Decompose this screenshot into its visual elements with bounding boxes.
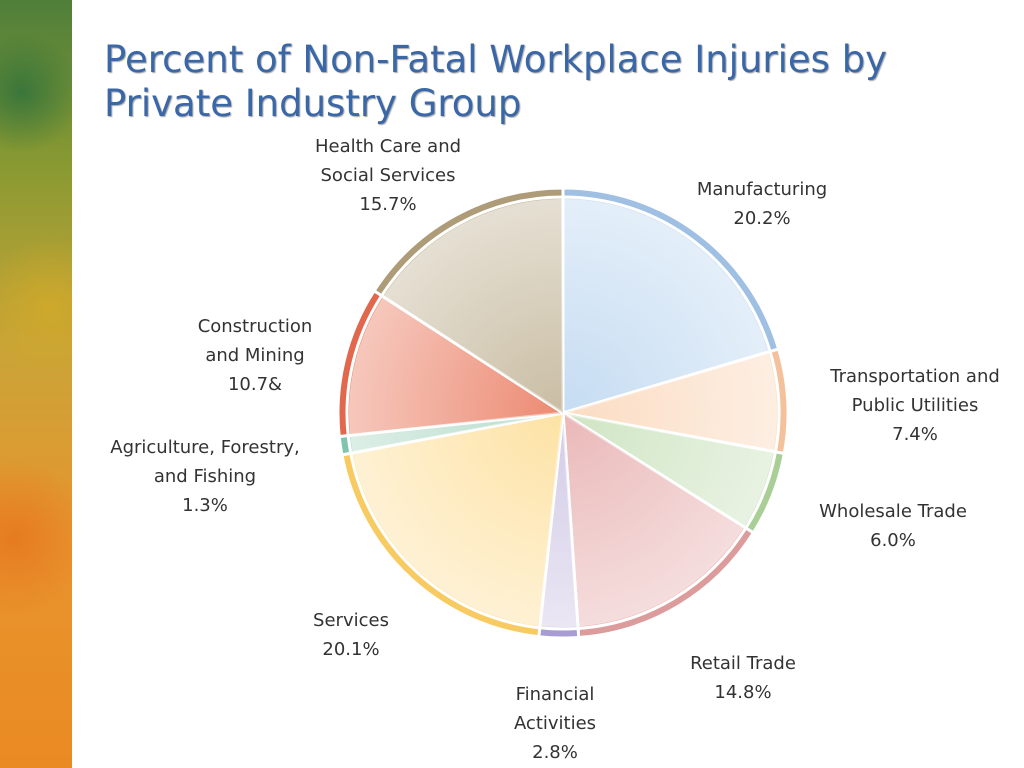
pie-slices — [336, 186, 790, 640]
slice-name-construction-and-mining: Construction — [198, 316, 313, 337]
slice-name-retail-trade: Retail Trade — [690, 653, 796, 674]
slice-name-transportation-and-public-utilities: Transportation and — [829, 366, 1000, 387]
pie-slice-shade-construction-and-mining — [348, 297, 563, 434]
slice-name-health-care-and-social-services: Health Care and — [315, 136, 461, 157]
pie-slice-shade-transportation-and-public-utilities — [563, 353, 777, 451]
pie-slice-shade-health-care-and-social-services — [384, 199, 563, 413]
slice-label-construction-and-mining: Construction and Mining 10.7& — [198, 316, 313, 395]
pie-slice-shade-manufacturing — [563, 199, 768, 413]
slice-value-transportation-and-public-utilities: 7.4% — [892, 424, 938, 445]
slice-name-agriculture-forestry-and-fishing: Agriculture, Forestry, — [110, 437, 299, 458]
page-title: Percent of Non-Fatal Workplace Injuries … — [104, 38, 964, 126]
pie-slice-shade-services — [353, 413, 563, 626]
slice-name-agriculture-forestry-and-fishing: and Fishing — [154, 466, 256, 487]
slice-value-health-care-and-social-services: 15.7% — [359, 194, 416, 215]
slice-name-services: Services — [313, 610, 389, 631]
slice-name-construction-and-mining: and Mining — [205, 345, 304, 366]
title-line-1: Percent of Non-Fatal Workplace Injuries … — [104, 38, 888, 81]
pie-slice-shade-agriculture-forestry-and-fishing — [350, 413, 563, 452]
slice-name-transportation-and-public-utilities: Public Utilities — [852, 395, 979, 416]
pie-slice-shade-financial-activities — [541, 413, 577, 628]
slice-value-financial-activities: 2.8% — [532, 742, 578, 763]
slice-label-services: Services 20.1% — [313, 610, 389, 660]
slice-name-financial-activities: Activities — [514, 713, 596, 734]
slice-label-manufacturing: Manufacturing 20.2% — [697, 179, 827, 229]
slice-value-retail-trade: 14.8% — [714, 682, 771, 703]
pie-slice-shade-retail-trade — [563, 413, 744, 627]
slice-name-health-care-and-social-services: Social Services — [321, 165, 456, 186]
slice-value-manufacturing: 20.2% — [733, 208, 790, 229]
slice-label-transportation-and-public-utilities: Transportation and Public Utilities 7.4% — [829, 366, 1000, 445]
pie-labels: Manufacturing 20.2% Transportation and Publ… — [110, 136, 1000, 763]
slice-name-wholesale-trade: Wholesale Trade — [819, 501, 967, 522]
slice-value-agriculture-forestry-and-fishing: 1.3% — [182, 495, 228, 516]
title-line-2: Private Industry Group — [104, 82, 522, 125]
slice-label-financial-activities: Financial Activities 2.8% — [514, 684, 596, 763]
slice-value-construction-and-mining: 10.7& — [228, 374, 282, 395]
slice-name-manufacturing: Manufacturing — [697, 179, 827, 200]
slice-label-agriculture-forestry-and-fishing: Agriculture, Forestry, and Fishing 1.3% — [110, 437, 299, 516]
decorative-side-strip — [0, 0, 72, 768]
slice-label-health-care-and-social-services: Health Care and Social Services 15.7% — [315, 136, 461, 215]
slice-label-wholesale-trade: Wholesale Trade 6.0% — [819, 501, 967, 551]
slice-label-retail-trade: Retail Trade 14.8% — [690, 653, 796, 703]
slice-name-financial-activities: Financial — [516, 684, 595, 705]
pie-slice-shade-wholesale-trade — [563, 413, 774, 526]
slice-value-services: 20.1% — [322, 639, 379, 660]
slice-value-wholesale-trade: 6.0% — [870, 530, 916, 551]
